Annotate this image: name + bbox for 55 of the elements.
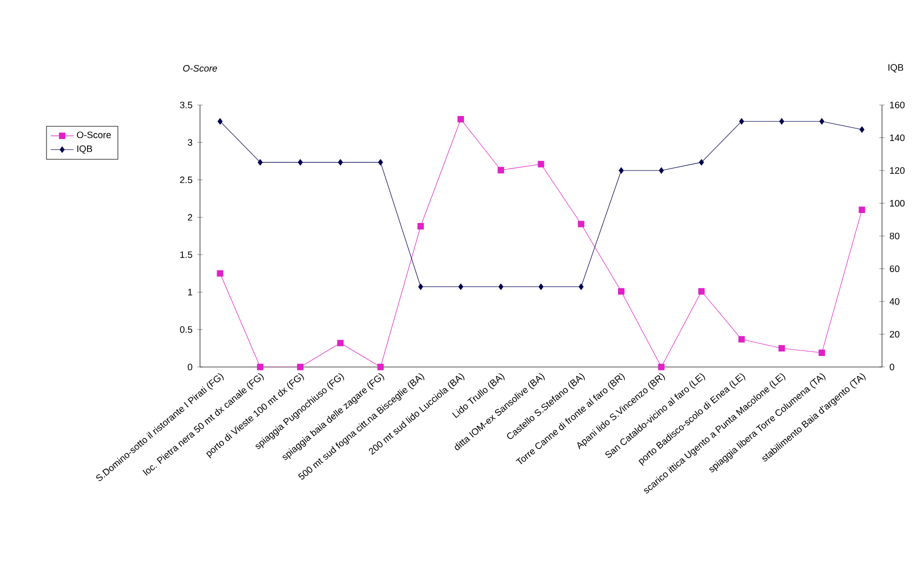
point bbox=[417, 223, 424, 230]
point bbox=[377, 364, 384, 370]
point bbox=[498, 284, 504, 290]
y-tick-label: 2 bbox=[188, 214, 192, 221]
point bbox=[298, 159, 303, 166]
point bbox=[378, 159, 384, 166]
y-tick-label: 0.5 bbox=[180, 326, 192, 333]
point bbox=[297, 364, 304, 370]
point bbox=[578, 284, 584, 290]
point bbox=[819, 118, 824, 125]
y-tick-label: 1 bbox=[188, 288, 192, 296]
point bbox=[218, 118, 223, 125]
point bbox=[258, 159, 263, 166]
point bbox=[458, 116, 464, 122]
point bbox=[498, 166, 504, 174]
point bbox=[738, 336, 745, 342]
point bbox=[337, 340, 344, 346]
point bbox=[699, 159, 704, 166]
point bbox=[618, 288, 624, 295]
y2-tick-label: 20 bbox=[890, 330, 900, 338]
point bbox=[698, 288, 705, 295]
y2-tick-label: 80 bbox=[890, 232, 900, 240]
point bbox=[858, 206, 866, 213]
point bbox=[418, 284, 424, 290]
y-axis-title: O-Score bbox=[183, 65, 218, 72]
legend-label: O-Score bbox=[76, 132, 111, 138]
point bbox=[216, 270, 224, 277]
y2-tick-label: 120 bbox=[890, 167, 905, 174]
point bbox=[658, 167, 664, 174]
y-tick-label: 3 bbox=[188, 139, 192, 146]
point bbox=[778, 345, 785, 352]
y2-tick-label: 160 bbox=[890, 102, 905, 108]
y2-axis-title: IQB bbox=[888, 64, 904, 72]
point bbox=[256, 364, 264, 370]
point bbox=[578, 220, 584, 228]
y2-tick-label: 0 bbox=[890, 364, 894, 370]
y-tick-label: 3.5 bbox=[180, 102, 192, 108]
point bbox=[538, 284, 544, 290]
point bbox=[658, 364, 665, 370]
point bbox=[739, 118, 744, 125]
y2-tick-label: 140 bbox=[890, 134, 905, 142]
y2-tick-label: 100 bbox=[890, 200, 905, 207]
point bbox=[538, 160, 544, 168]
y2-tick-label: 40 bbox=[890, 298, 900, 305]
point bbox=[338, 159, 343, 166]
y2-tick-label: 60 bbox=[890, 265, 900, 272]
legend-label: IQB bbox=[77, 145, 92, 154]
point bbox=[458, 284, 464, 290]
point bbox=[859, 126, 864, 133]
y-tick-label: 1.5 bbox=[180, 251, 192, 258]
y-tick-label: 2.5 bbox=[180, 176, 192, 184]
point bbox=[618, 167, 624, 174]
point bbox=[779, 118, 784, 125]
point bbox=[818, 350, 826, 356]
y-tick-label: 0 bbox=[188, 364, 192, 370]
